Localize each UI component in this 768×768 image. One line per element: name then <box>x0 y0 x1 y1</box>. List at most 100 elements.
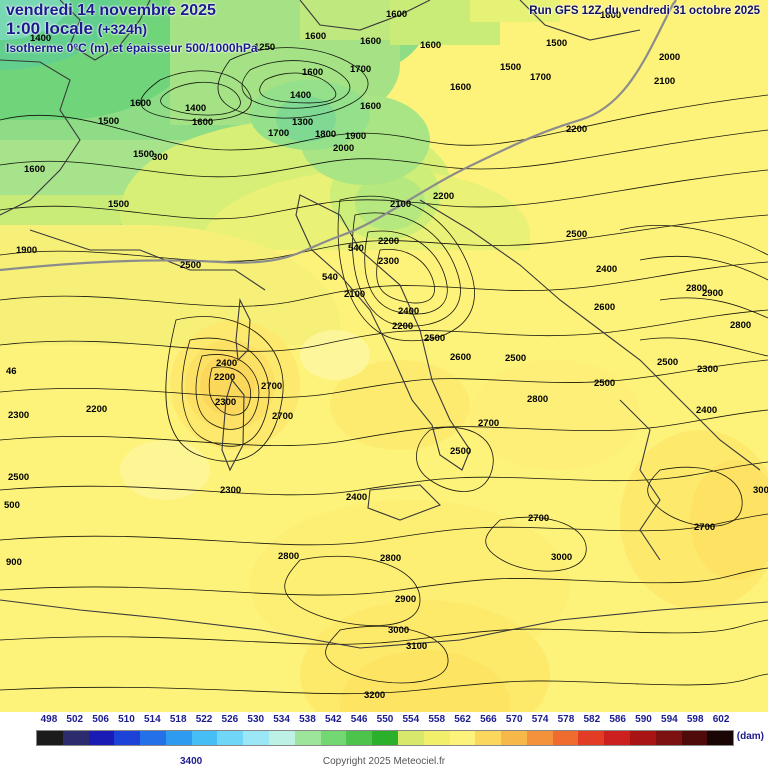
contour-label: 2800 <box>380 553 402 564</box>
contour-label: 2400 <box>596 264 618 275</box>
contour-label: 1600 <box>130 98 152 109</box>
contour-label: 1400 <box>185 103 207 114</box>
legend-swatch <box>423 731 450 745</box>
legend-tick: 518 <box>169 714 187 725</box>
contour-label: 3000 <box>551 552 573 563</box>
contour-label: 1800 <box>315 129 337 140</box>
contour-label: 2300 <box>8 410 30 421</box>
legend-tick: 542 <box>324 714 342 725</box>
legend-tick: 590 <box>635 714 652 725</box>
legend-tick: 586 <box>609 714 626 725</box>
contour-label: 2100 <box>344 289 366 300</box>
legend-tick: 506 <box>92 714 109 725</box>
contour-label: 2500 <box>657 357 679 368</box>
contour-label: 3000 <box>753 485 768 496</box>
contour-label: 2200 <box>214 372 236 383</box>
contour-label: 1600 <box>360 101 382 112</box>
legend-swatch <box>578 731 605 745</box>
contour-label: 540 <box>348 243 364 254</box>
legend-tick: 502 <box>66 714 84 725</box>
contour-label: 2800 <box>527 394 549 405</box>
contour-label: 1600 <box>24 164 46 175</box>
contour-label: 1500 <box>98 116 120 127</box>
legend-swatch <box>655 731 682 745</box>
contour-label: 2600 <box>594 302 616 313</box>
legend-tick: 510 <box>118 714 135 725</box>
contour-label: 2700 <box>694 522 716 533</box>
legend-swatch <box>88 731 115 745</box>
copyright-notice: Copyright 2025 Meteociel.fr <box>322 756 446 767</box>
contour-label: 1700 <box>350 64 372 75</box>
contour-label: 2500 <box>8 472 30 483</box>
contour-label: 2000 <box>659 52 681 63</box>
contour-label: 2500 <box>566 229 588 240</box>
legend-swatch <box>62 731 89 745</box>
contour-label: 1900 <box>16 245 38 256</box>
contour-label: 2200 <box>566 124 588 135</box>
contour-label: 2900 <box>702 288 724 299</box>
contour-label: 500 <box>4 500 20 511</box>
contour-label: 300 <box>152 152 168 163</box>
contour-label: 2100 <box>390 199 412 210</box>
contour-label: 1600 <box>450 82 472 93</box>
contour-label: 2700 <box>478 418 500 429</box>
contour-label: 2300 <box>697 364 719 375</box>
contour-label: 46 <box>6 366 17 377</box>
contour-label: 2900 <box>395 594 417 605</box>
contour-label: 3000 <box>388 625 410 636</box>
legend-swatch <box>165 731 192 745</box>
legend-swatch <box>294 731 321 745</box>
legend-tick: 534 <box>273 714 290 725</box>
legend-tick: 546 <box>350 714 368 725</box>
legend-tick: 602 <box>712 714 730 725</box>
legend-swatch <box>526 731 553 745</box>
contour-label: 2000 <box>333 143 355 154</box>
contour-label: 1600 <box>420 40 442 51</box>
contour-label: 1600 <box>305 31 327 42</box>
legend-tick: 530 <box>247 714 265 725</box>
legend-tick: 594 <box>661 714 678 725</box>
legend-swatch <box>475 731 502 745</box>
contour-label: 2200 <box>378 236 400 247</box>
contour-label: 2800 <box>686 283 708 294</box>
legend-tick: 578 <box>557 714 575 725</box>
legend-tick: 538 <box>299 714 316 725</box>
legend-tick: 498 <box>40 714 58 725</box>
contour-label: 2800 <box>730 320 752 331</box>
legend-tick: 550 <box>376 714 394 725</box>
contour-label: 2100 <box>654 76 676 87</box>
legend-tick: 526 <box>221 714 239 725</box>
contour-label: 2200 <box>392 321 414 332</box>
legend-swatch <box>191 731 218 745</box>
contour-label: 1600 <box>360 36 382 47</box>
contour-label: 1300 <box>292 117 314 128</box>
legend-tick: 558 <box>428 714 446 725</box>
legend-tick: 562 <box>454 714 471 725</box>
contour-label: 2400 <box>398 306 420 317</box>
contour-label: 1500 <box>500 62 522 73</box>
contour-label: 2500 <box>505 353 527 364</box>
contour-label: 1250 <box>254 42 276 53</box>
contour-label: 540 <box>322 272 338 283</box>
legend-swatch <box>397 731 424 745</box>
contour-label: 2500 <box>594 378 616 389</box>
colour-scale-legend: 498 502 506 510 514 518 522 526 530 534 538 542 546 5… <box>0 712 768 768</box>
contour-label: 2500 <box>450 446 472 457</box>
contour-label: 1500 <box>546 38 568 49</box>
contour-label: 1700 <box>530 72 552 83</box>
contour-label: 2500 <box>180 260 202 271</box>
legend-swatch <box>346 731 373 745</box>
legend-swatch <box>449 731 476 745</box>
legend-tick: 598 <box>686 714 704 725</box>
contour-label: 2700 <box>528 513 550 524</box>
contour-label: 3100 <box>406 641 428 652</box>
contour-label: 1400 <box>290 90 312 101</box>
legend-colour-bar <box>36 730 734 746</box>
contour-label: 1600 <box>192 117 214 128</box>
contour-label: 900 <box>6 557 22 568</box>
contour-label: 1900 <box>345 131 367 142</box>
contour-label: 1500 <box>133 149 155 160</box>
contour-label: 2400 <box>346 492 368 503</box>
